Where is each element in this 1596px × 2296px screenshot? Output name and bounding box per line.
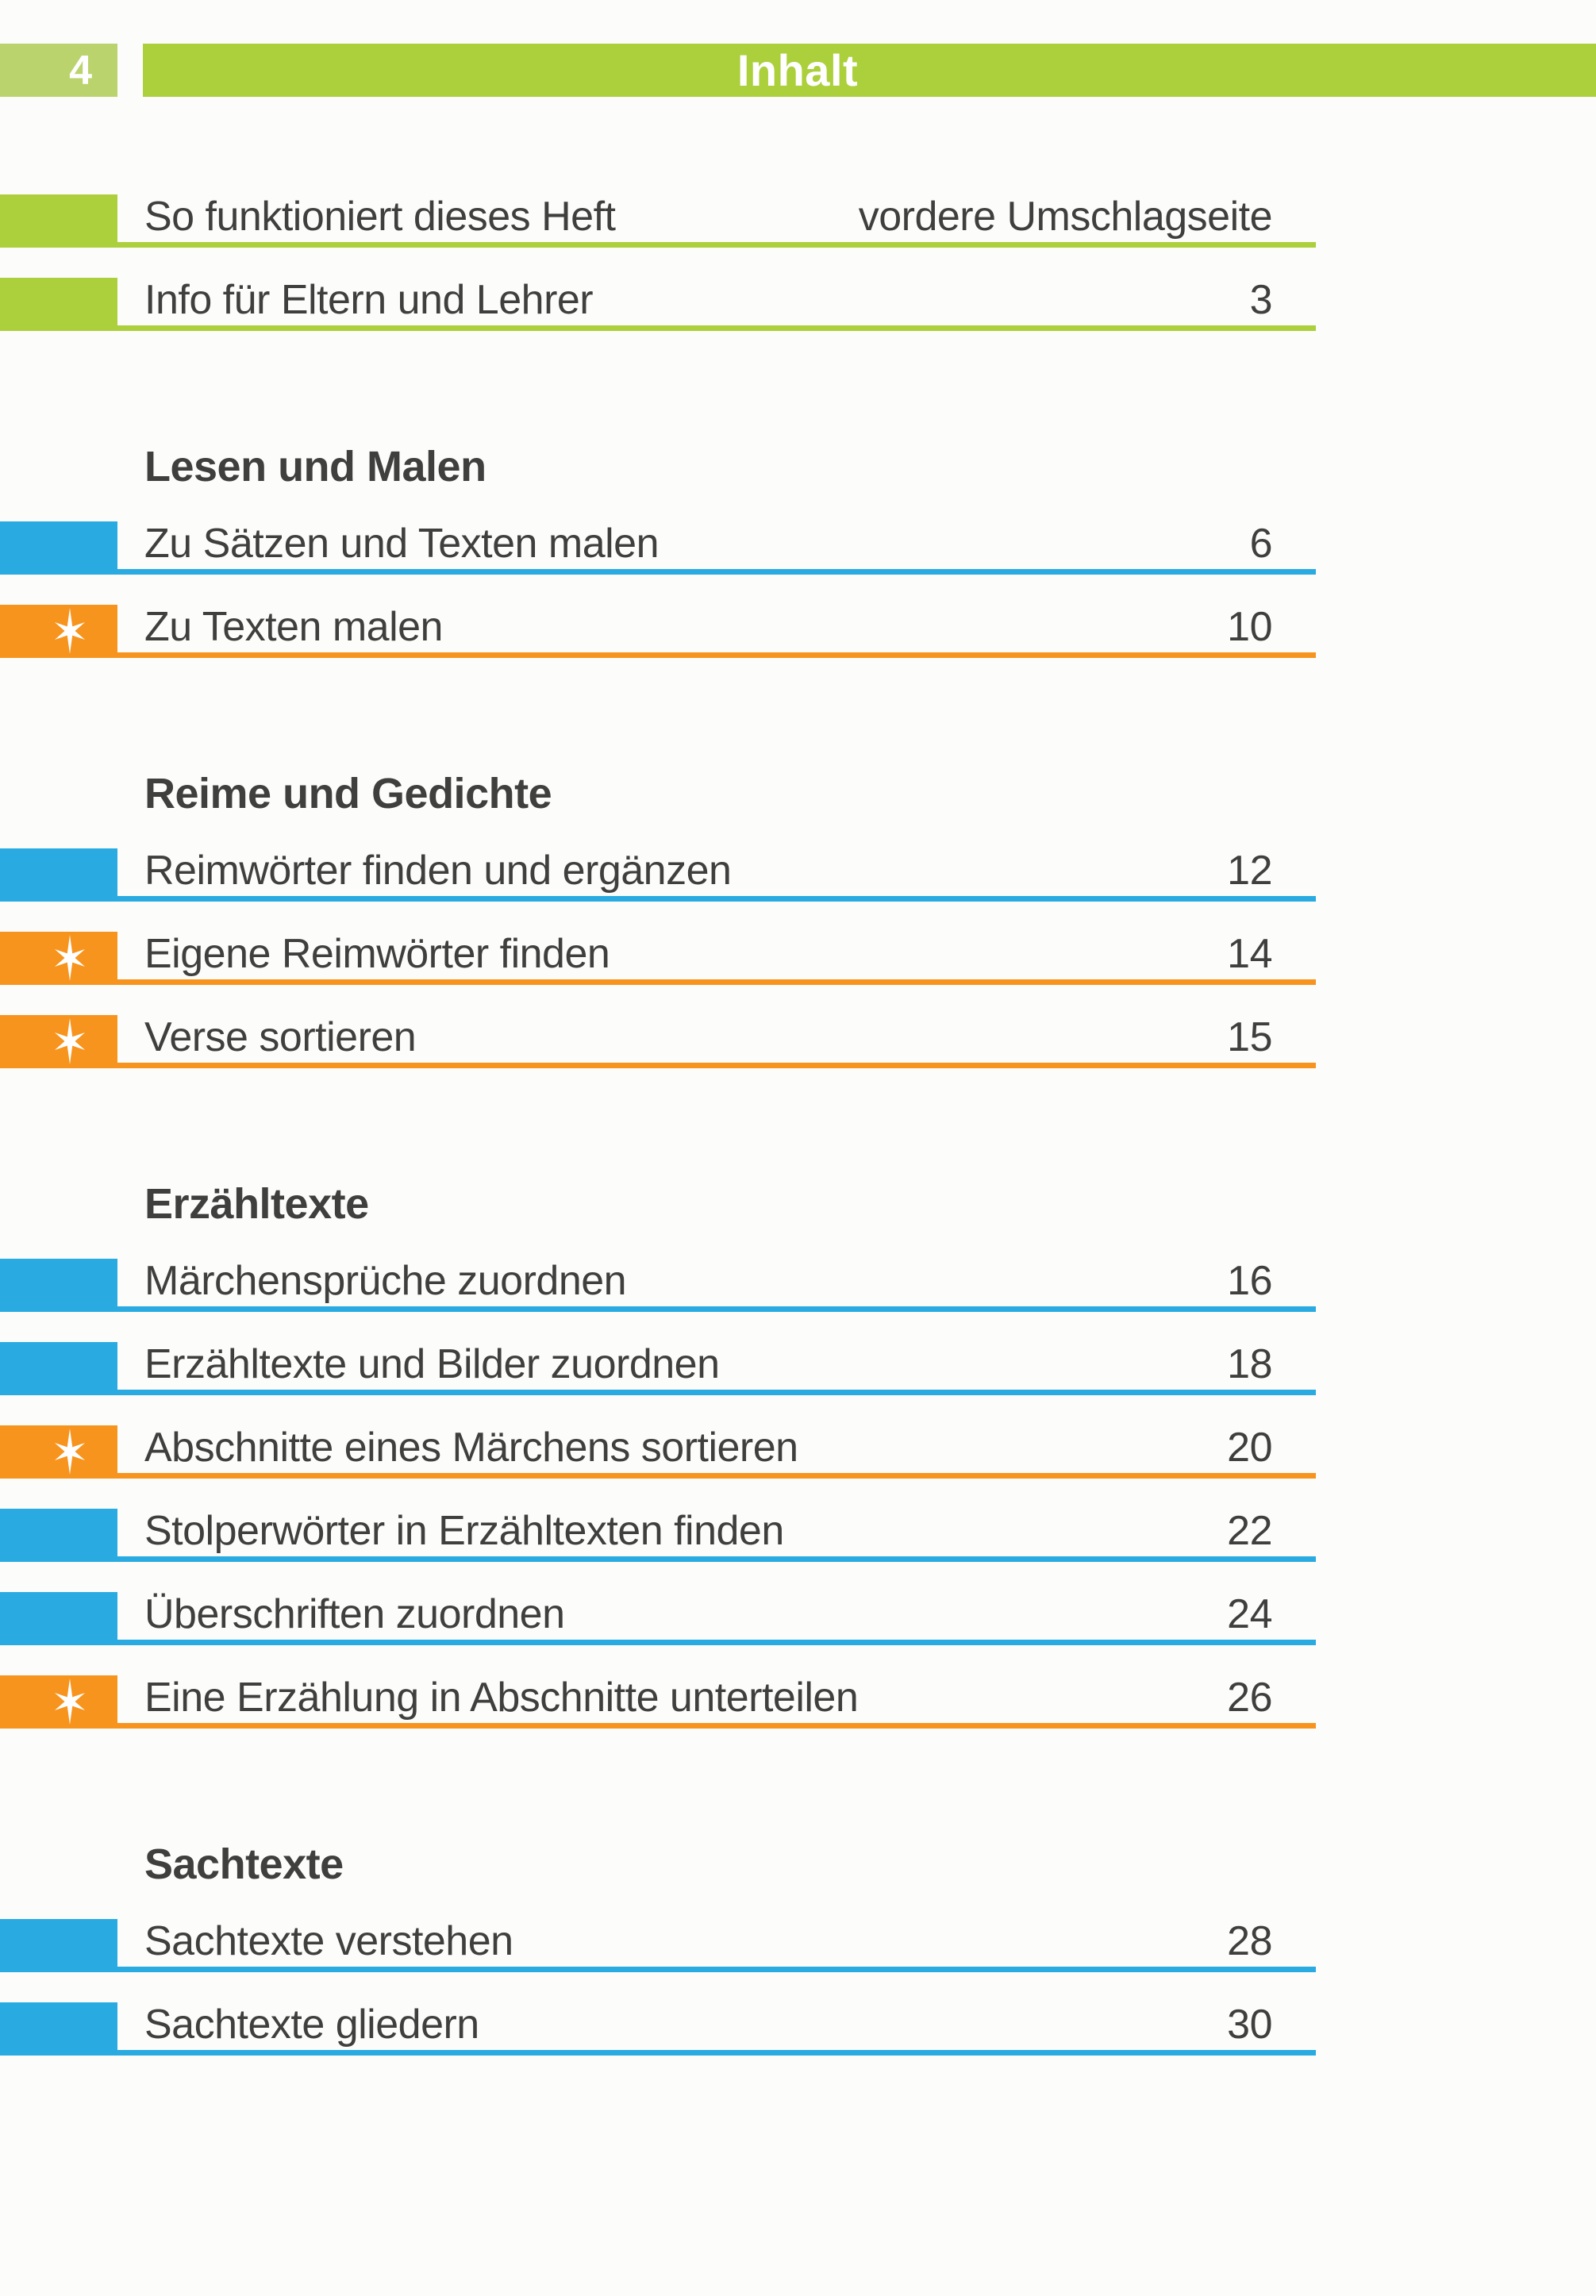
toc-row: So funktioniert dieses Heft vordere Umsc…: [0, 194, 1596, 248]
star-icon: [50, 934, 90, 983]
star-icon: [50, 1428, 90, 1477]
toc-row: Info für Eltern und Lehrer 3: [0, 277, 1596, 331]
row-label: Info für Eltern und Lehrer: [144, 277, 594, 323]
row-marker-blue: [0, 1342, 117, 1395]
row-page: 15: [1227, 1014, 1272, 1060]
row-label: Märchensprüche zuordnen: [144, 1258, 627, 1304]
row-marker-orange: [0, 1015, 117, 1068]
row-line: So funktioniert dieses Heft vordere Umsc…: [117, 194, 1316, 248]
toc-row: Sachtexte gliedern 30: [0, 2002, 1596, 2056]
toc-row: Verse sortieren 15: [0, 1014, 1596, 1068]
page-title: Inhalt: [736, 45, 859, 95]
row-page: 18: [1227, 1341, 1272, 1387]
row-line: Zu Texten malen 10: [117, 604, 1316, 658]
row-line: Info für Eltern und Lehrer 3: [117, 277, 1316, 331]
toc-row: Eigene Reimwörter finden 14: [0, 931, 1596, 985]
row-page: 22: [1227, 1508, 1272, 1554]
row-label: Abschnitte eines Märchens sortieren: [144, 1425, 798, 1471]
header-bar: [143, 44, 1596, 97]
row-label: Erzähltexte und Bilder zuordnen: [144, 1341, 720, 1387]
row-line: Abschnitte eines Märchens sortieren 20: [117, 1425, 1316, 1479]
row-line: Zu Sätzen und Texten malen 6: [117, 521, 1316, 575]
row-page: 20: [1227, 1425, 1272, 1471]
row-label: Stolperwörter in Erzähltexten finden: [144, 1508, 784, 1554]
row-marker-orange: [0, 605, 117, 658]
toc-row: Eine Erzählung in Abschnitte unterteilen…: [0, 1675, 1596, 1729]
toc-row: Abschnitte eines Märchens sortieren 20: [0, 1425, 1596, 1479]
row-label: Sachtexte gliedern: [144, 2002, 479, 2048]
row-marker-blue: [0, 521, 117, 575]
page-header: 4 Inhalt: [0, 44, 1596, 97]
row-marker-blue: [0, 1919, 117, 1972]
toc-row: Reimwörter finden und ergänzen 12: [0, 848, 1596, 902]
toc-row: Sachtexte verstehen 28: [0, 1918, 1596, 1972]
star-icon: [50, 1017, 90, 1067]
section-heading: Reime und Gedichte: [144, 770, 552, 817]
row-marker-blue: [0, 1259, 117, 1312]
row-label: Zu Texten malen: [144, 604, 443, 650]
row-label: Zu Sätzen und Texten malen: [144, 521, 660, 567]
row-page: 14: [1227, 931, 1272, 977]
toc-row: Zu Texten malen 10: [0, 604, 1596, 658]
row-label: Eine Erzählung in Abschnitte unterteilen: [144, 1675, 859, 1721]
row-line: Eine Erzählung in Abschnitte unterteilen…: [117, 1675, 1316, 1729]
row-line: Überschriften zuordnen 24: [117, 1591, 1316, 1645]
row-marker-orange: [0, 1675, 117, 1729]
row-line: Verse sortieren 15: [117, 1014, 1316, 1068]
row-label: Verse sortieren: [144, 1014, 417, 1060]
row-marker-green: [0, 194, 117, 248]
row-page: 26: [1227, 1675, 1272, 1721]
page-number-badge: 4: [0, 44, 117, 97]
row-page: 24: [1227, 1591, 1272, 1637]
row-label: Reimwörter finden und ergänzen: [144, 848, 732, 894]
toc-row: Erzähltexte und Bilder zuordnen 18: [0, 1341, 1596, 1395]
row-marker-orange: [0, 932, 117, 985]
row-page: 16: [1227, 1258, 1272, 1304]
row-label: Überschriften zuordnen: [144, 1591, 565, 1637]
section-heading: Erzähltexte: [144, 1180, 369, 1228]
row-line: Reimwörter finden und ergänzen 12: [117, 848, 1316, 902]
star-icon: [50, 1678, 90, 1727]
toc-page: { "page": { "number": "4", "title": "Inh…: [0, 44, 1596, 2296]
row-label: So funktioniert dieses Heft: [144, 194, 616, 240]
page-number: 4: [69, 47, 92, 94]
row-page: 28: [1227, 1918, 1272, 1964]
row-marker-blue: [0, 1592, 117, 1645]
row-page: 6: [1249, 521, 1273, 567]
row-line: Stolperwörter in Erzähltexten finden 22: [117, 1508, 1316, 1562]
row-line: Sachtexte verstehen 28: [117, 1918, 1316, 1972]
row-page: 12: [1227, 848, 1272, 894]
toc-row: Überschriften zuordnen 24: [0, 1591, 1596, 1645]
row-marker-orange: [0, 1425, 117, 1479]
row-line: Sachtexte gliedern 30: [117, 2002, 1316, 2056]
section-heading: Lesen und Malen: [144, 443, 486, 490]
section-heading: Sachtexte: [144, 1840, 344, 1888]
row-label: Sachtexte verstehen: [144, 1918, 513, 1964]
row-page: vordere Umschlagseite: [858, 194, 1273, 240]
row-marker-blue: [0, 2002, 117, 2056]
row-label: Eigene Reimwörter finden: [144, 931, 610, 977]
row-marker-blue: [0, 1509, 117, 1562]
table-of-contents: So funktioniert dieses Heft vordere Umsc…: [0, 194, 1596, 2056]
toc-row: Märchensprüche zuordnen 16: [0, 1258, 1596, 1312]
row-line: Eigene Reimwörter finden 14: [117, 931, 1316, 985]
row-page: 3: [1249, 277, 1273, 323]
row-page: 30: [1227, 2002, 1272, 2048]
row-marker-green: [0, 278, 117, 331]
row-page: 10: [1227, 604, 1272, 650]
row-line: Märchensprüche zuordnen 16: [117, 1258, 1316, 1312]
row-marker-blue: [0, 848, 117, 902]
row-line: Erzähltexte und Bilder zuordnen 18: [117, 1341, 1316, 1395]
star-icon: [50, 607, 90, 656]
toc-row: Stolperwörter in Erzähltexten finden 22: [0, 1508, 1596, 1562]
toc-row: Zu Sätzen und Texten malen 6: [0, 521, 1596, 575]
